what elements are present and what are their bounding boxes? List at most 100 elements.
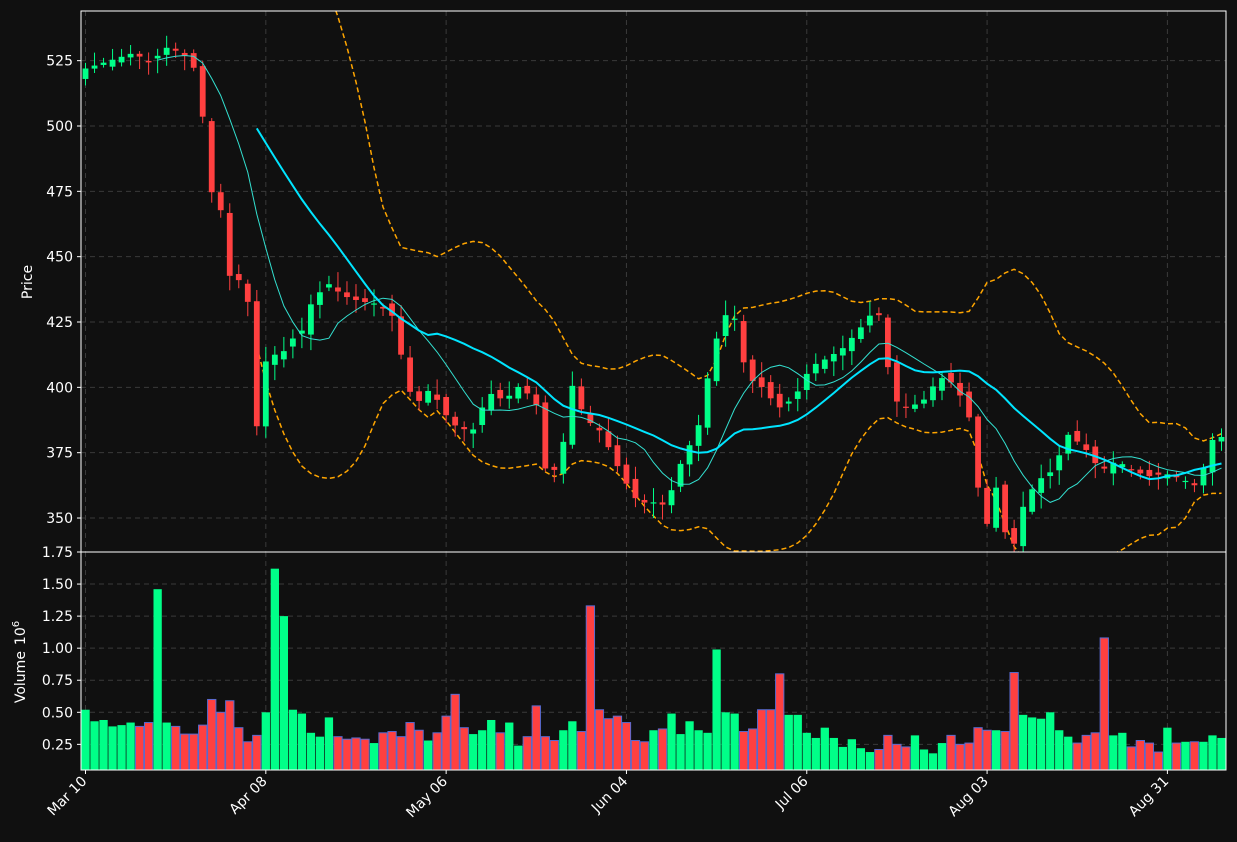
volume-bar [414, 729, 424, 771]
candle-body [984, 487, 990, 524]
volume-bar [549, 740, 559, 771]
volume-bar [405, 722, 415, 771]
candle-body [587, 413, 594, 424]
candle-body [181, 52, 188, 57]
candle-body [253, 301, 260, 427]
fast-ma-line [157, 54, 1222, 503]
volume-bar [991, 730, 1001, 770]
candle-body [569, 385, 576, 445]
volume-bar [108, 726, 117, 770]
candle-body [966, 391, 972, 418]
candle-body [1137, 469, 1144, 474]
volume-bar [531, 705, 541, 771]
candle-body [641, 499, 648, 503]
volume-bar [189, 733, 199, 771]
price-tick-label: 350 [46, 511, 73, 527]
volume-bar [216, 711, 226, 771]
volume-bar [1171, 742, 1182, 771]
volume-bar [270, 568, 279, 770]
candle-body [199, 66, 206, 117]
volume-bar [1090, 732, 1100, 771]
volume-bar [162, 722, 171, 770]
volume-tick-label: 0.50 [42, 705, 73, 721]
candle-body [488, 393, 495, 411]
candle-body [298, 330, 305, 334]
volume-bar [874, 748, 884, 771]
candle-body [632, 478, 639, 499]
volume-bar [243, 741, 253, 771]
candle-body [785, 401, 792, 404]
volume-bar [721, 712, 730, 770]
candle-body [362, 298, 368, 303]
volume-bar [143, 722, 154, 771]
candle-body [1128, 469, 1135, 471]
volume-bar [667, 713, 676, 770]
price-candles [82, 35, 1225, 552]
volume-bar [297, 713, 307, 770]
volume-bar [387, 731, 397, 771]
candle-body [740, 321, 747, 363]
candle-body [1200, 467, 1207, 486]
candle-body [398, 316, 404, 355]
candle-body [812, 363, 819, 374]
candle-body [596, 427, 603, 431]
candle-body [749, 359, 756, 382]
candle-body [560, 441, 567, 474]
volume-bar [603, 718, 614, 771]
candle-body [722, 315, 729, 337]
volume-bar [811, 737, 820, 770]
volume-tick-label: 1.75 [42, 545, 73, 561]
candle-body [262, 361, 269, 427]
candle-body [226, 212, 233, 276]
volume-bar [171, 725, 181, 771]
volume-tick-label: 1.25 [42, 609, 73, 625]
candle-body [1029, 489, 1036, 512]
candle-body [578, 386, 585, 410]
candle-body [425, 390, 432, 403]
volume-bar [324, 717, 334, 770]
candle-body [190, 53, 197, 68]
volume-bar [883, 734, 893, 771]
candle-body [1146, 469, 1153, 477]
volume-bar [1055, 730, 1064, 770]
candle-body [154, 55, 161, 59]
price-tick-label: 450 [46, 250, 73, 266]
candle-body [650, 502, 657, 504]
volume-bar [712, 649, 721, 770]
volume-bar [441, 715, 451, 771]
candle-body [353, 296, 359, 300]
volume-bar [946, 734, 956, 771]
candle-body [623, 464, 630, 484]
volume-bar [198, 724, 208, 771]
volume-bar [450, 693, 460, 771]
candle-body [1047, 472, 1054, 477]
volume-bar [1099, 637, 1109, 771]
volume-bar [793, 714, 802, 770]
candle-body [686, 445, 693, 465]
candle-body [1056, 455, 1063, 471]
volume-bar [730, 713, 739, 770]
candle-body [452, 416, 459, 426]
candle-body [731, 318, 738, 320]
candle-body [307, 304, 314, 335]
volume-tick-label: 1.00 [42, 641, 73, 657]
candle-body [1038, 478, 1045, 493]
volume-bar [134, 725, 145, 771]
volume-bar [621, 722, 632, 771]
candle-body [677, 463, 684, 487]
candle-body [289, 338, 296, 347]
volume-bar [594, 709, 605, 771]
candle-body [118, 56, 125, 63]
candle-body [1065, 434, 1072, 454]
volume-axis-label: Volume106 [11, 621, 29, 703]
volume-bar [1028, 717, 1037, 770]
price-axis-label: Price [20, 265, 36, 299]
volume-bar [1189, 741, 1200, 771]
volume-bar [333, 736, 343, 771]
volume-bar [1217, 737, 1226, 770]
volume-bar [1181, 741, 1190, 770]
candle-body [713, 338, 720, 382]
volume-bar [775, 673, 785, 771]
candle-body [497, 389, 504, 399]
candle-body [1218, 437, 1225, 442]
